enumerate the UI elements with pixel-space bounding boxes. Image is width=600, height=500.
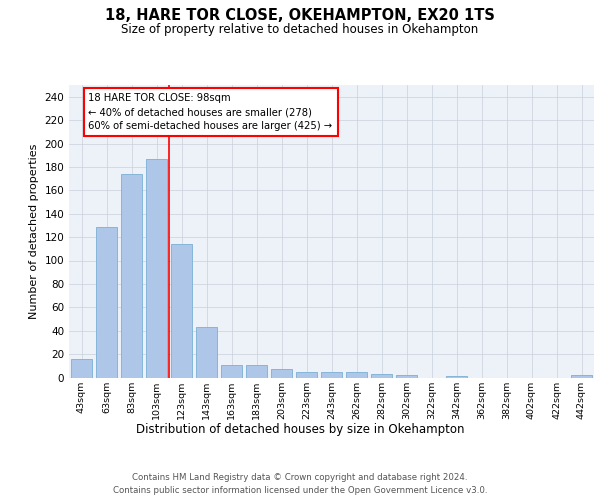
Bar (321, 372, 342, 378)
Bar (371, 374, 392, 378)
Bar (146, 158, 167, 378)
Text: 18, HARE TOR CLOSE, OKEHAMPTON, EX20 1TS: 18, HARE TOR CLOSE, OKEHAMPTON, EX20 1TS (105, 8, 495, 22)
Bar (571, 375, 592, 378)
Bar (446, 376, 467, 378)
Bar (296, 372, 317, 378)
Bar (271, 370, 292, 378)
Bar (121, 174, 142, 378)
Bar (396, 375, 417, 378)
Text: Contains public sector information licensed under the Open Government Licence v3: Contains public sector information licen… (113, 486, 487, 495)
Bar (171, 244, 192, 378)
Bar (96, 226, 117, 378)
Y-axis label: Number of detached properties: Number of detached properties (29, 144, 39, 319)
Text: Distribution of detached houses by size in Okehampton: Distribution of detached houses by size … (136, 422, 464, 436)
Bar (346, 372, 367, 378)
Text: 18 HARE TOR CLOSE: 98sqm
← 40% of detached houses are smaller (278)
60% of semi-: 18 HARE TOR CLOSE: 98sqm ← 40% of detach… (89, 93, 332, 131)
Bar (246, 364, 267, 378)
Text: Contains HM Land Registry data © Crown copyright and database right 2024.: Contains HM Land Registry data © Crown c… (132, 472, 468, 482)
Bar (71, 359, 92, 378)
Text: Size of property relative to detached houses in Okehampton: Size of property relative to detached ho… (121, 22, 479, 36)
Bar (221, 364, 242, 378)
Bar (196, 327, 217, 378)
